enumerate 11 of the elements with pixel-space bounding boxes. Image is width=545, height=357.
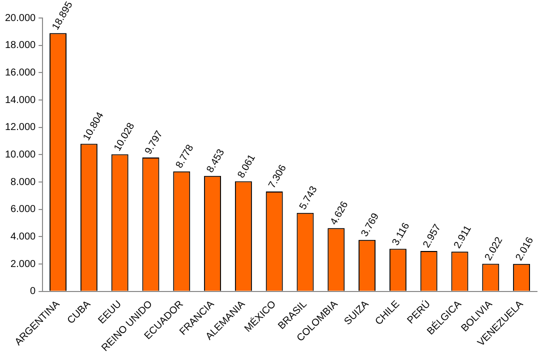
y-tick-label: 4.000 bbox=[10, 231, 36, 242]
y-tick-label: 10.000 bbox=[4, 149, 36, 160]
y-tick-label: 0 bbox=[30, 286, 36, 298]
y-tick-label: 16.000 bbox=[4, 67, 36, 78]
y-tick-label: 14.000 bbox=[4, 94, 36, 106]
y-tick-label: 18.000 bbox=[4, 40, 36, 52]
y-tick-label: 20.000 bbox=[4, 12, 36, 24]
y-tick-label: 6.000 bbox=[10, 204, 36, 216]
y-tick-label: 8.000 bbox=[10, 176, 36, 188]
y-tick-label: 2.000 bbox=[10, 258, 36, 270]
y-tick-label: 12.000 bbox=[4, 122, 36, 134]
